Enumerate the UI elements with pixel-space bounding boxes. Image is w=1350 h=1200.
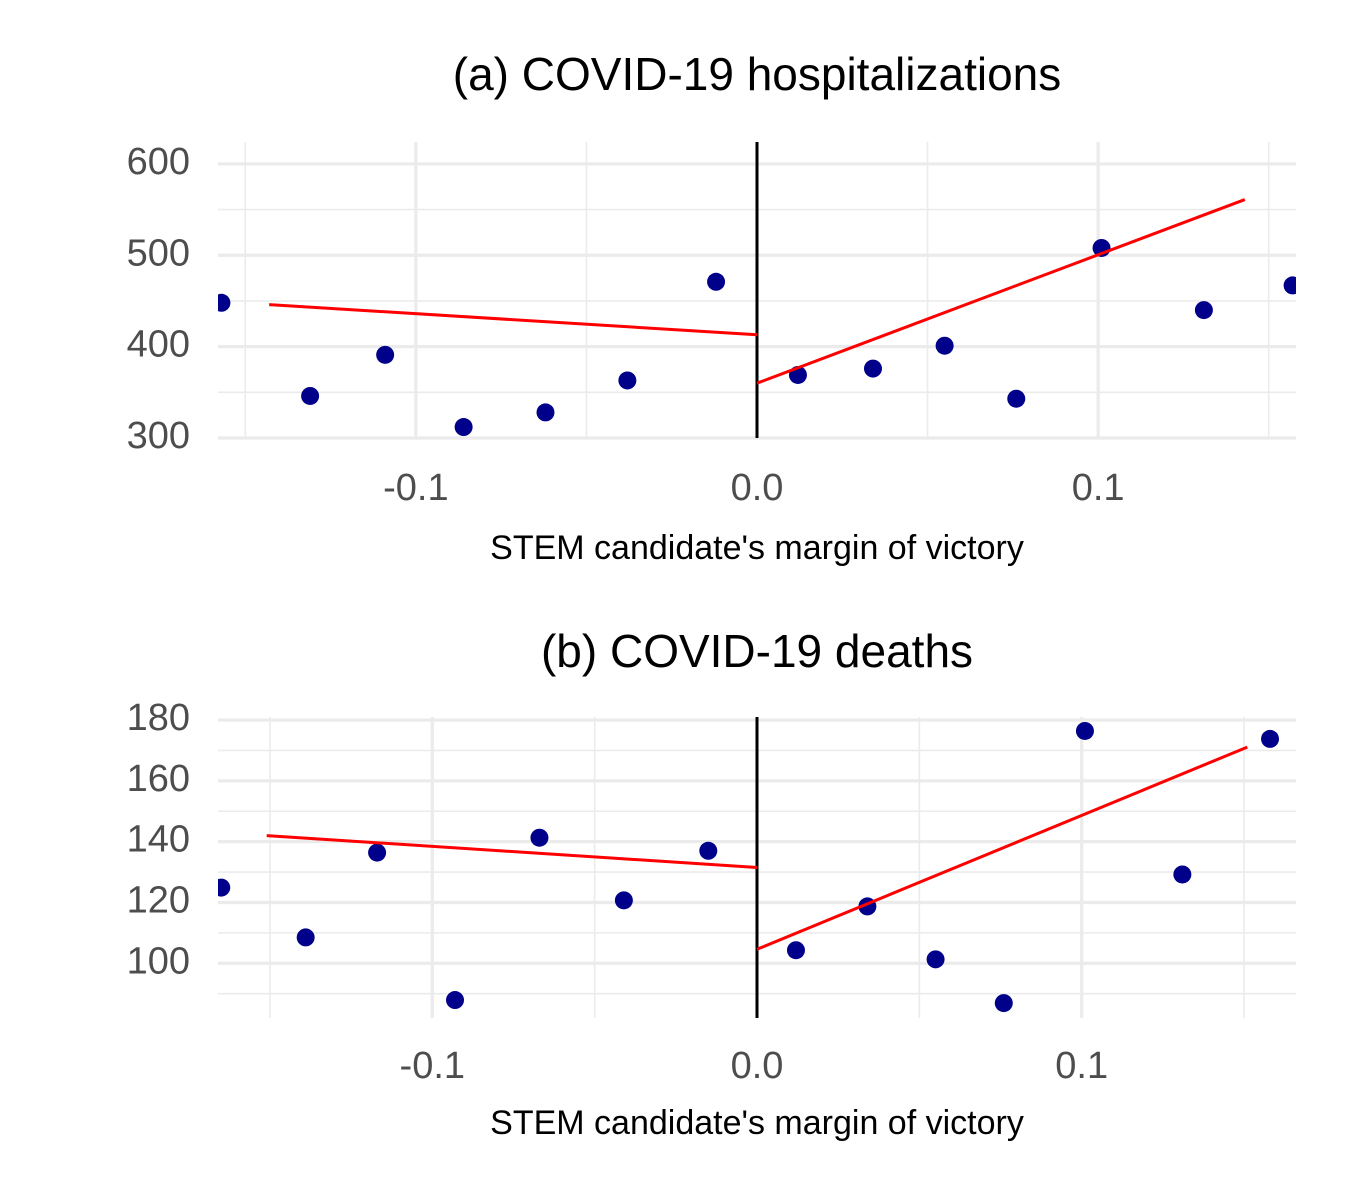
panel: -0.1 0.0 0.1 300 400 500 600 (a) COVID-19 hospi… [127,48,1296,567]
points [218,238,1296,437]
point [454,418,473,437]
point [618,371,637,390]
point [536,403,555,422]
y-tick-label: 600 [127,141,190,183]
x-tick-label: -0.1 [383,467,448,509]
x-tick-label: 0.0 [731,1045,784,1087]
point [926,950,945,969]
point [786,941,805,960]
point [218,878,231,897]
y-tick-label: 140 [127,819,190,861]
point [301,386,320,405]
point [614,891,633,910]
point [707,272,726,291]
point [368,843,387,862]
x-axis-label: STEM candidate's margin of victory [490,529,1024,567]
y-tick-label: 500 [127,232,190,274]
panel: -0.1 0.0 0.1 100 120 140 160 180 (b) COVID-19 de… [127,625,1296,1142]
x-tick-label: 0.1 [1055,1045,1108,1087]
y-tick-label: 300 [127,415,190,457]
fit-line [269,303,758,337]
y-tick-label: 160 [127,758,190,800]
point [530,828,549,847]
x-axis-label: STEM candidate's margin of victory [490,1104,1024,1142]
point [1261,729,1280,748]
point [1007,389,1026,408]
fit-line [756,198,1246,385]
point [1194,301,1213,320]
y-tick-label: 100 [127,940,190,982]
y-tick-label: 400 [127,324,190,366]
x-tick-label: 0.0 [731,467,784,509]
chart-title: (b) COVID-19 deaths [541,625,973,677]
x-tick-label: -0.1 [400,1045,465,1087]
fit-line [266,834,758,869]
chart-title: (a) COVID-19 hospitalizations [453,48,1061,100]
point [994,994,1013,1013]
fit-line [756,745,1248,951]
point [218,293,231,312]
point [376,345,395,364]
point [1173,865,1192,884]
point [863,359,882,378]
point [1075,721,1094,740]
y-tick-label: 120 [127,879,190,921]
point [296,928,315,947]
y-tick-label: 180 [127,697,190,739]
point [699,841,718,860]
point [446,991,465,1010]
point [935,336,954,355]
x-tick-label: 0.1 [1072,467,1125,509]
point [1283,276,1296,295]
